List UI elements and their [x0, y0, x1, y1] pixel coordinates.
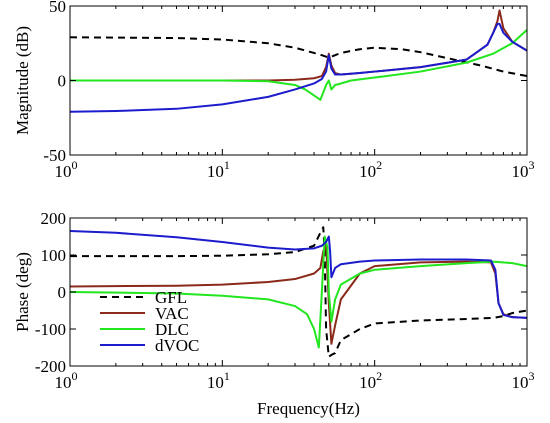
magnitude-ticks: 100 101 102 103 -50 0 50	[43, 0, 534, 181]
y-tick-label: -100	[35, 320, 66, 339]
phase-series-group	[70, 226, 527, 358]
magnitude-line-dlc	[70, 29, 527, 101]
y-tick-label: 100	[41, 246, 67, 265]
y-tick-label: 0	[58, 283, 67, 302]
y-tick-label: 0	[58, 72, 67, 91]
y-tick-label: -200	[35, 357, 66, 376]
magnitude-line-dvoc	[70, 22, 527, 113]
y-tick-label: 50	[49, 0, 66, 16]
legend-label-dvoc: dVOC	[155, 336, 199, 355]
magnitude-line-gfl	[70, 36, 527, 78]
phase-line-dlc	[70, 235, 527, 349]
magnitude-line-vac	[70, 9, 527, 82]
x-tick-label: 100	[55, 158, 78, 181]
magnitude-panel: 100 101 102 103 -50 0 50 Magnitude (dB)	[13, 0, 535, 181]
phase-ticks: 100 101 102 103 -200 -100 0 100 200	[35, 209, 535, 392]
y-tick-label: -50	[43, 146, 66, 165]
x-tick-label: 101	[207, 369, 230, 392]
x-tick-label: 100	[55, 369, 78, 392]
legend-label-vac: VAC	[155, 304, 189, 323]
x-tick-label: 103	[512, 158, 535, 181]
frequency-x-axis-label: Frequency(Hz)	[257, 399, 360, 418]
legend-label-dlc: DLC	[155, 320, 189, 339]
x-tick-label: 103	[512, 369, 535, 392]
phase-line-gfl	[70, 226, 527, 358]
x-tick-label: 101	[207, 158, 230, 181]
x-tick-label: 102	[359, 158, 382, 181]
magnitude-y-axis-label: Magnitude (dB)	[13, 26, 32, 135]
legend-label-gfl: GFL	[155, 288, 187, 307]
phase-line-dvoc	[70, 229, 527, 319]
magnitude-series-group	[70, 9, 527, 113]
phase-y-axis-label: Phase (deg)	[13, 252, 32, 332]
x-tick-label: 102	[359, 369, 382, 392]
y-tick-label: 200	[41, 209, 67, 228]
